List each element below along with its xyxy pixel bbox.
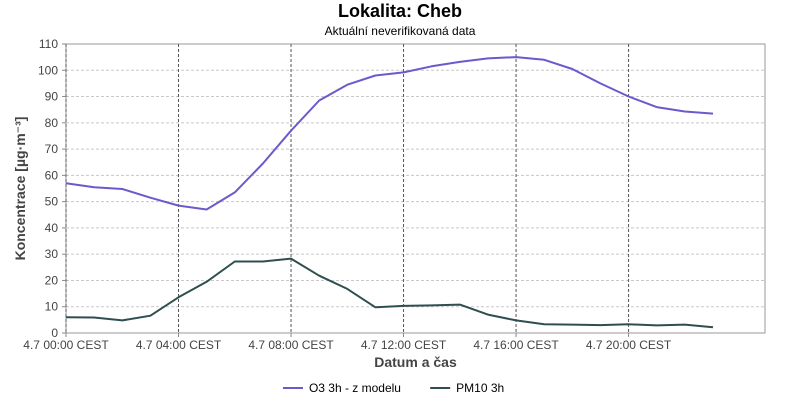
y-tick-label: 60 <box>45 168 59 182</box>
y-tick-label: 40 <box>45 221 59 235</box>
y-tick-label: 10 <box>45 300 59 314</box>
y-tick-label: 70 <box>45 142 59 156</box>
y-tick-label: 90 <box>45 90 59 104</box>
y-axis-title: Koncentrace [µg·m⁻³] <box>12 117 28 261</box>
series-line-1 <box>65 257 714 329</box>
chart-subtitle: Aktuální neverifikovaná data <box>324 24 476 38</box>
x-tick-label: 4.7 20:00 CEST <box>586 338 672 352</box>
chart-title: Lokalita: Cheb <box>337 1 462 21</box>
y-tick-label: 30 <box>45 247 59 261</box>
series-line-0 <box>65 56 714 211</box>
x-axis-title: Datum a čas <box>374 354 457 370</box>
x-tick-label: 4.7 16:00 CEST <box>473 338 559 352</box>
legend: O3 3h - z modelu PM10 3h <box>282 381 504 395</box>
legend-label-0: O3 3h - z modelu <box>309 381 401 395</box>
x-tick-label: 4.7 12:00 CEST <box>361 338 447 352</box>
axes: 0 10 20 30 40 50 60 70 80 90 100 110 4.7 00:00 CEST 4… <box>23 37 672 352</box>
x-tick-label: 4.7 04:00 CEST <box>136 338 222 352</box>
series-lines <box>65 56 714 329</box>
y-tick-label: 0 <box>51 326 58 340</box>
y-tick-label: 80 <box>45 116 59 130</box>
y-tick-label: 110 <box>39 37 58 51</box>
legend-label-1: PM10 3h <box>456 381 504 395</box>
x-tick-label: 4.7 08:00 CEST <box>248 338 334 352</box>
y-tick-label: 100 <box>38 63 58 77</box>
grid-lines <box>65 44 765 333</box>
x-tick-label: 4.7 00:00 CEST <box>23 338 109 352</box>
y-tick-label: 50 <box>45 195 59 209</box>
plot-area <box>65 43 766 334</box>
y-tick-label: 20 <box>45 273 59 287</box>
